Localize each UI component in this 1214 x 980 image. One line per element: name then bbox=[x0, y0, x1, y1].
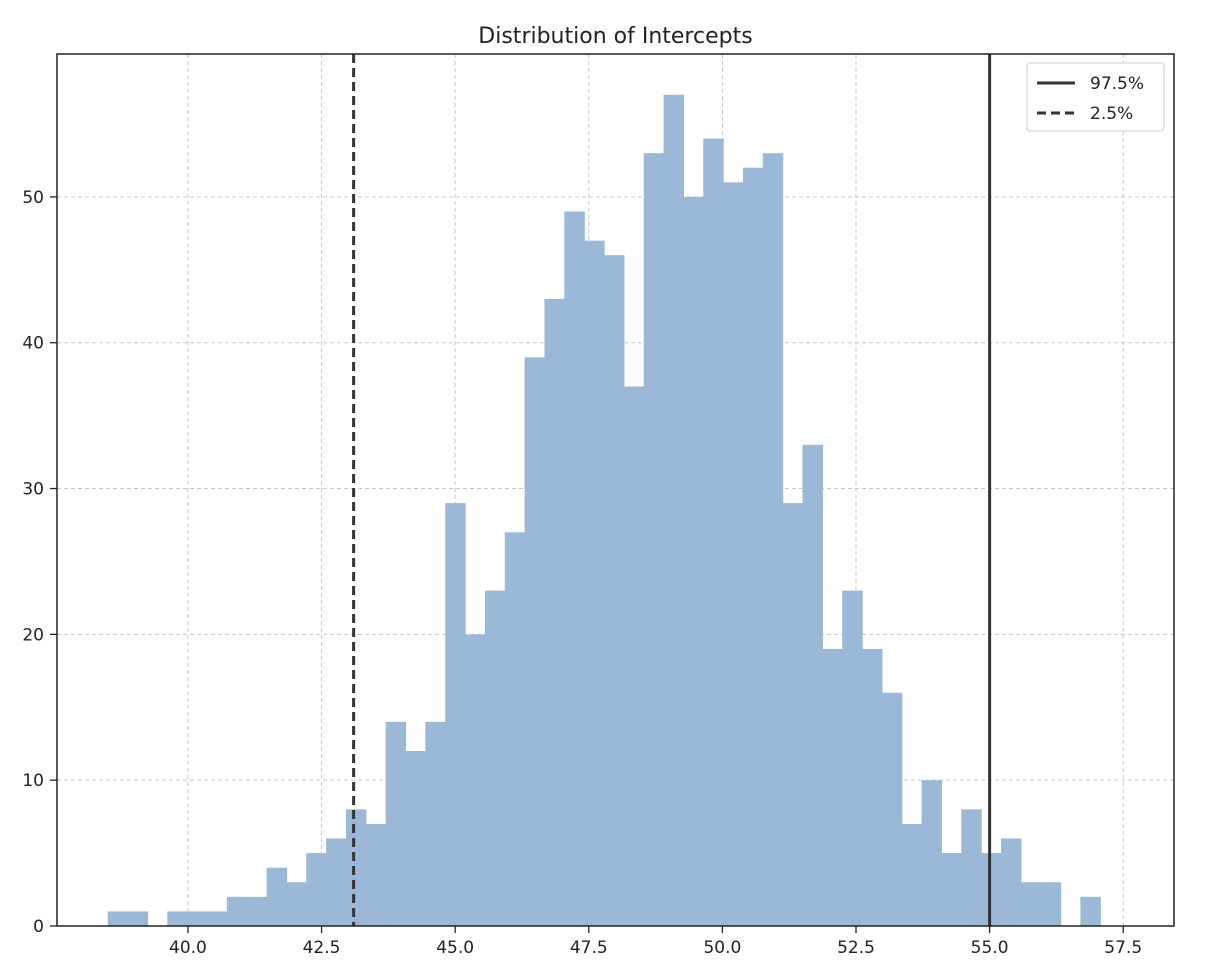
histogram-bar bbox=[941, 853, 962, 926]
y-tick-label: 0 bbox=[33, 917, 44, 937]
histogram-bar bbox=[345, 809, 367, 926]
histogram-bar bbox=[127, 911, 149, 926]
x-tick-label: 55.0 bbox=[971, 938, 1009, 958]
histogram-bar bbox=[266, 867, 288, 926]
plot-frame bbox=[56, 53, 1175, 927]
histogram-bar bbox=[207, 911, 228, 926]
histogram-bar bbox=[802, 444, 823, 926]
histogram-bar bbox=[604, 255, 625, 926]
histogram-bar bbox=[187, 911, 208, 926]
histogram-bar bbox=[981, 853, 1002, 926]
x-axis: 40.0 42.5 45.0 47.5 50.0 52.5 55.0 57.5 bbox=[169, 926, 1142, 958]
x-tick-label: 50.0 bbox=[703, 938, 741, 958]
histogram-bar bbox=[643, 153, 665, 926]
histogram-bar bbox=[584, 240, 605, 927]
histogram-bar bbox=[1040, 882, 1062, 926]
histogram-bar bbox=[524, 357, 546, 927]
x-tick-label: 40.0 bbox=[169, 938, 207, 958]
y-tick-label: 50 bbox=[22, 188, 44, 208]
histogram-bar bbox=[365, 823, 387, 926]
legend: 97.5% 2.5% bbox=[1026, 62, 1165, 132]
histogram-bar bbox=[107, 911, 129, 926]
histogram-bar bbox=[484, 590, 506, 926]
y-tick-label: 40 bbox=[22, 334, 44, 354]
histogram-bar bbox=[1000, 838, 1022, 926]
x-tick-label: 52.5 bbox=[837, 938, 875, 958]
y-tick-label: 30 bbox=[22, 480, 44, 500]
histogram-bar bbox=[326, 838, 347, 926]
histogram-bar bbox=[842, 590, 863, 926]
histogram-bar bbox=[782, 503, 804, 926]
legend-label: 97.5% bbox=[1090, 74, 1144, 94]
y-tick-label: 10 bbox=[22, 771, 44, 791]
x-tick-label: 57.5 bbox=[1104, 938, 1142, 958]
histogram-bar bbox=[504, 532, 526, 926]
histogram-bar bbox=[246, 896, 268, 926]
histogram-bar bbox=[226, 896, 248, 926]
histogram-bar bbox=[425, 721, 446, 926]
histogram-bar bbox=[742, 167, 764, 926]
histogram-bar bbox=[683, 196, 704, 926]
histogram-bar bbox=[881, 692, 903, 926]
histogram-bar bbox=[822, 648, 843, 926]
y-axis: 0 10 20 30 40 50 bbox=[22, 188, 57, 937]
histogram-bar bbox=[723, 182, 744, 927]
x-tick-label: 45.0 bbox=[436, 938, 474, 958]
histogram-bar bbox=[167, 911, 188, 926]
percentile-lines bbox=[352, 54, 992, 926]
histogram-bar bbox=[862, 648, 883, 926]
histogram-bar bbox=[762, 153, 784, 926]
histogram-bars bbox=[107, 94, 1101, 927]
histogram-bar bbox=[663, 94, 685, 927]
histogram-bar bbox=[405, 751, 426, 926]
histogram-bar bbox=[306, 853, 327, 926]
x-tick-label: 47.5 bbox=[570, 938, 608, 958]
histogram-bar bbox=[385, 721, 407, 926]
histogram-bar bbox=[465, 634, 486, 926]
histogram-bar bbox=[286, 882, 307, 926]
histogram-bar bbox=[564, 211, 585, 926]
histogram-bar bbox=[544, 298, 565, 927]
histogram-bar bbox=[445, 503, 466, 926]
legend-box bbox=[1026, 62, 1165, 132]
histogram-bar bbox=[1020, 882, 1042, 926]
x-tick-label: 42.5 bbox=[303, 938, 341, 958]
chart-title: Distribution of Intercepts bbox=[478, 24, 752, 49]
legend-label: 2.5% bbox=[1090, 104, 1133, 124]
y-tick-label: 20 bbox=[22, 625, 44, 645]
histogram-bar bbox=[921, 780, 943, 926]
histogram-bar bbox=[1080, 896, 1101, 926]
histogram-bar bbox=[703, 138, 724, 926]
histogram-bar bbox=[901, 823, 923, 926]
histogram-bar bbox=[623, 386, 645, 926]
histogram-bar bbox=[961, 809, 982, 926]
